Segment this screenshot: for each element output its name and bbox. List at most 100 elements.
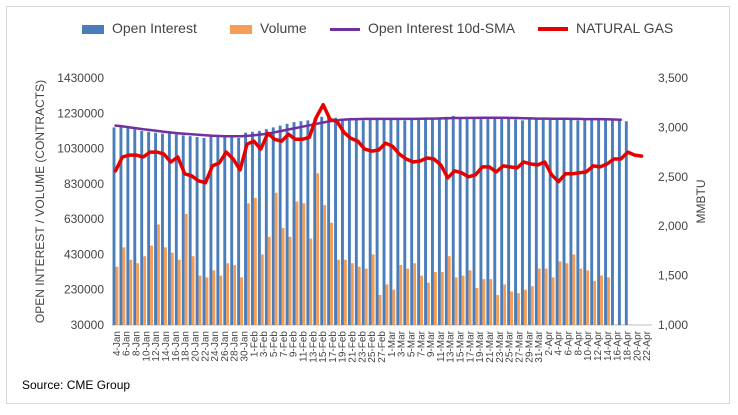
- open-interest-bar: [534, 118, 538, 325]
- volume-bar: [295, 201, 299, 325]
- open-interest-bar: [375, 119, 379, 325]
- open-interest-bar: [590, 118, 594, 325]
- open-interest-bar: [500, 118, 504, 325]
- open-interest-bar: [341, 118, 344, 325]
- volume-bar: [433, 272, 437, 325]
- x-axis-tick-label: 22-Jan: [200, 331, 211, 362]
- legend-label-open-interest: Open Interest: [112, 20, 197, 36]
- open-interest-bar: [472, 117, 476, 325]
- x-axis-tick-label: 27-Mar: [515, 330, 526, 362]
- open-interest-bar: [133, 129, 137, 325]
- x-axis-tick-label: 12-Apr: [593, 330, 604, 361]
- volume-bar: [115, 266, 119, 325]
- volume-bar: [510, 291, 513, 325]
- right-axis-title: MMBTU: [694, 180, 708, 224]
- open-interest-bar: [188, 136, 192, 325]
- open-interest-bar: [327, 116, 331, 325]
- open-interest-bar: [347, 118, 351, 325]
- x-axis-tick-label: 25-Mar: [505, 330, 516, 362]
- open-interest-bar: [244, 132, 247, 325]
- x-axis-tick-label: 20-Jan: [191, 331, 202, 362]
- left-axis-tick-label: 1430000: [57, 71, 104, 85]
- volume-bar: [440, 272, 444, 325]
- open-interest-bar: [548, 119, 552, 325]
- right-axis-tick-label: 3,000: [658, 120, 688, 134]
- open-interest-bar: [576, 120, 580, 325]
- volume-bar: [205, 277, 209, 325]
- left-axis-title: OPEN INTEREST / VOLUME (CONTRACTS): [33, 80, 47, 323]
- x-axis-tick-label: 2-Apr: [544, 330, 555, 355]
- x-axis-tick-label: 12-Jan: [151, 331, 162, 362]
- open-interest-bar: [368, 119, 372, 325]
- volume-bar: [247, 203, 250, 325]
- x-axis-tick-label: 31-Mar: [534, 330, 545, 362]
- volume-bar: [122, 247, 126, 325]
- legend-swatch-volume: [230, 25, 252, 34]
- x-axis-tick-label: 16-Jan: [171, 331, 182, 362]
- volume-bar: [461, 275, 465, 325]
- open-interest-bar: [230, 136, 234, 325]
- volume-bar: [170, 252, 174, 325]
- volume-bar: [406, 268, 410, 325]
- left-axis-tick-label: 1030000: [57, 142, 104, 156]
- x-axis-tick-label: 6-Apr: [564, 330, 575, 355]
- open-interest-bar: [237, 137, 241, 325]
- x-axis-tick-label: 21-Mar: [485, 330, 496, 362]
- open-interest-bar: [431, 118, 434, 325]
- volume-bar: [517, 293, 520, 325]
- x-axis-tick-label: 27-Feb: [377, 331, 388, 363]
- open-interest-bar: [403, 120, 407, 325]
- volume-bar: [177, 259, 181, 325]
- x-axis-tick-label: 17-Feb: [328, 331, 339, 363]
- open-interest-bar: [437, 117, 441, 325]
- volume-bar: [364, 268, 368, 325]
- volume-bar: [413, 263, 417, 325]
- open-interest-bar: [285, 123, 289, 325]
- open-interest-bar: [396, 119, 400, 325]
- volume-bar: [184, 213, 188, 325]
- x-axis-tick-label: 23-Mar: [495, 330, 506, 362]
- open-interest-bar: [597, 119, 601, 325]
- open-interest-bar: [555, 118, 559, 325]
- open-interest-bar: [458, 118, 462, 325]
- x-axis-tick-label: 5-Mar: [407, 330, 418, 357]
- x-axis-tick-label: 7-Feb: [279, 331, 290, 358]
- left-axis-tick-label: 230000: [64, 283, 104, 297]
- right-axis-tick-label: 1,000: [658, 318, 688, 332]
- x-axis-tick-label: 23-Feb: [357, 331, 368, 363]
- x-axis-tick-label: 16-Apr: [613, 330, 624, 361]
- open-interest-bar: [382, 118, 386, 325]
- open-interest-bar: [223, 136, 227, 325]
- x-axis-tick-label: 18-Apr: [623, 330, 634, 361]
- open-interest-bar: [424, 119, 427, 325]
- x-axis-tick-label: 28-Jan: [230, 331, 241, 362]
- volume-bar: [253, 197, 257, 325]
- x-axis-tick-label: 25-Feb: [367, 331, 378, 363]
- left-axis-tick-label: 630000: [64, 212, 104, 226]
- open-interest-bar: [465, 118, 469, 325]
- open-interest-bar: [181, 135, 185, 325]
- x-axis-tick-label: 3-Mar: [397, 330, 408, 357]
- volume-bar: [579, 268, 583, 325]
- volume-bar: [447, 256, 451, 325]
- open-interest-bar: [278, 125, 282, 325]
- volume-bar: [309, 238, 313, 325]
- open-interest-bar: [444, 116, 448, 325]
- open-interest-sma-line: [114, 116, 623, 138]
- x-axis-tick-label: 30-Jan: [240, 331, 251, 362]
- open-interest-bar: [514, 119, 517, 325]
- volume-bar: [274, 192, 278, 325]
- open-interest-bar: [147, 131, 151, 325]
- open-interest-bar: [195, 137, 199, 325]
- x-axis-tick-label: 11-Feb: [299, 331, 310, 362]
- x-axis-tick-label: 7-Mar: [416, 330, 427, 357]
- open-interest-bar: [507, 117, 511, 325]
- open-interest-bar: [140, 130, 144, 325]
- volume-bar: [150, 245, 153, 325]
- volume-bar: [600, 275, 603, 325]
- volume-bar: [198, 275, 202, 325]
- open-interest-bar: [569, 119, 573, 325]
- right-axis-tick-label: 2,500: [658, 170, 688, 184]
- open-interest-bar: [119, 126, 123, 326]
